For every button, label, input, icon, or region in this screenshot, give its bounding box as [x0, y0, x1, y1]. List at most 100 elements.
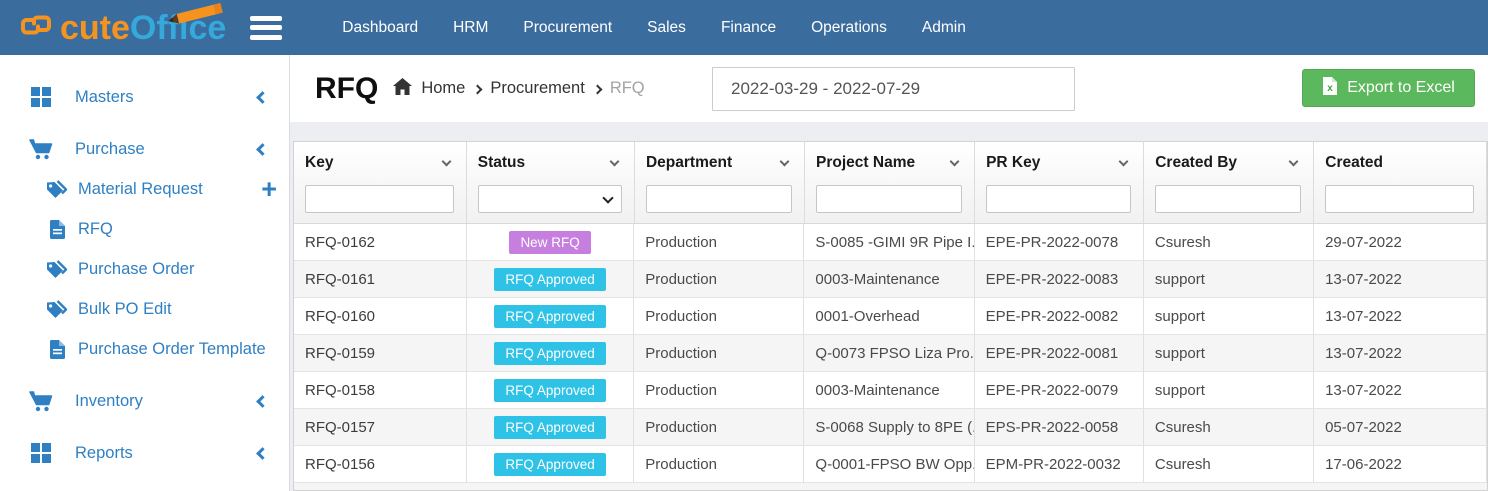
cell-key: RFQ-0156	[294, 446, 467, 482]
column-label: Key	[305, 154, 333, 172]
rfq-table: Key Status Department Project Name PR Ke…	[293, 141, 1488, 491]
cell-status: RFQ Approved	[467, 298, 634, 334]
home-icon[interactable]	[393, 78, 412, 100]
breadcrumb-current: RFQ	[610, 79, 645, 98]
hamburger-menu-icon[interactable]	[250, 16, 282, 40]
sidebar-item-label: Purchase Order	[78, 260, 194, 279]
filter-department-input[interactable]	[646, 185, 792, 213]
sidebar-item-masters[interactable]: Masters	[0, 77, 289, 117]
table-row[interactable]: RFQ-0159RFQ ApprovedProductionQ-0073 FPS…	[294, 335, 1487, 372]
table-row[interactable]: RFQ-0158RFQ ApprovedProduction0003-Maint…	[294, 372, 1487, 409]
cell-created: 13-07-2022	[1314, 261, 1487, 297]
cell-department: Production	[634, 335, 804, 371]
sidebar-item-bulk-po-edit[interactable]: Bulk PO Edit	[0, 289, 289, 329]
filter-status-select[interactable]	[478, 185, 622, 213]
cell-key: RFQ-0161	[294, 261, 467, 297]
tags-icon	[45, 179, 69, 200]
cell-key: RFQ-0158	[294, 372, 467, 408]
cell-project-name: Q-0001-FPSO BW Opp...	[804, 446, 974, 482]
breadcrumb-home[interactable]: Home	[421, 79, 465, 98]
top-navbar: cuteOffice Dashboard HRM Procurement Sal…	[0, 0, 1488, 55]
filter-cell	[635, 183, 805, 223]
column-header-row: Key Status Department Project Name PR Ke…	[294, 142, 1487, 183]
date-range-input[interactable]	[712, 67, 1075, 111]
column-header-department[interactable]: Department	[635, 142, 805, 183]
cell-project-name: 0003-Maintenance	[804, 261, 974, 297]
breadcrumb: Home Procurement RFQ	[393, 78, 644, 100]
nav-item-sales[interactable]: Sales	[645, 13, 688, 43]
column-header-created-by[interactable]: Created By	[1144, 142, 1314, 183]
column-header-key[interactable]: Key	[294, 142, 467, 183]
table-row[interactable]: RFQ-0156RFQ ApprovedProductionQ-0001-FPS…	[294, 446, 1487, 483]
cell-key: RFQ-0157	[294, 409, 467, 445]
sidebar: Masters Purchase Material Request + RFQ …	[0, 55, 290, 491]
chevron-down-icon[interactable]	[1289, 156, 1299, 166]
filter-key-input[interactable]	[305, 185, 454, 213]
chain-link-icon	[20, 11, 52, 44]
filter-created-input[interactable]	[1325, 185, 1474, 213]
logo-text-cute: cute	[60, 9, 130, 47]
nav-item-finance[interactable]: Finance	[719, 13, 778, 43]
cell-pr-key: EPS-PR-2022-0058	[975, 409, 1144, 445]
column-header-project-name[interactable]: Project Name	[805, 142, 975, 183]
nav-item-procurement[interactable]: Procurement	[521, 13, 614, 43]
chevron-down-icon[interactable]	[1119, 156, 1129, 166]
sidebar-item-material-request[interactable]: Material Request +	[0, 169, 289, 209]
nav-item-operations[interactable]: Operations	[809, 13, 889, 43]
chevron-down-icon[interactable]	[780, 156, 790, 166]
filter-cell	[294, 183, 467, 223]
grid-icon	[28, 86, 54, 108]
cell-status: RFQ Approved	[467, 372, 634, 408]
export-to-excel-button[interactable]: x Export to Excel	[1302, 69, 1475, 107]
table-row[interactable]: RFQ-0161RFQ ApprovedProduction0003-Maint…	[294, 261, 1487, 298]
cell-department: Production	[634, 224, 804, 260]
chevron-down-icon[interactable]	[610, 156, 620, 166]
page-title: RFQ	[315, 72, 378, 106]
cell-department: Production	[634, 409, 804, 445]
content-area: Key Status Department Project Name PR Ke…	[290, 122, 1488, 491]
sidebar-item-purchase[interactable]: Purchase	[0, 129, 289, 169]
sidebar-item-purchase-order[interactable]: Purchase Order	[0, 249, 289, 289]
table-header: Key Status Department Project Name PR Ke…	[294, 142, 1487, 224]
sidebar-item-purchase-order-template[interactable]: Purchase Order Template	[0, 329, 289, 369]
column-label: Created By	[1155, 154, 1237, 172]
cell-status: RFQ Approved	[467, 335, 634, 371]
column-header-status[interactable]: Status	[467, 142, 635, 183]
sidebar-item-rfq[interactable]: RFQ	[0, 209, 289, 249]
cell-created: 17-06-2022	[1314, 446, 1487, 482]
cart-icon	[28, 390, 54, 412]
cell-created: 13-07-2022	[1314, 335, 1487, 371]
filter-cell	[1144, 183, 1314, 223]
chevron-right-icon	[473, 84, 483, 94]
cell-status: RFQ Approved	[467, 446, 634, 482]
cell-status: RFQ Approved	[467, 261, 634, 297]
cart-icon	[28, 138, 54, 160]
breadcrumb-procurement[interactable]: Procurement	[490, 79, 584, 98]
table-row[interactable]: RFQ-0160RFQ ApprovedProduction0001-Overh…	[294, 298, 1487, 335]
filter-project-name-input[interactable]	[816, 185, 962, 213]
filter-row	[294, 183, 1487, 223]
status-badge: RFQ Approved	[494, 305, 605, 328]
cell-created-by: support	[1144, 372, 1314, 408]
nav-item-admin[interactable]: Admin	[920, 13, 968, 43]
cell-created-by: support	[1144, 335, 1314, 371]
plus-icon[interactable]: +	[261, 176, 277, 203]
nav-item-hrm[interactable]: HRM	[451, 13, 490, 43]
nav-item-dashboard[interactable]: Dashboard	[340, 13, 420, 43]
status-badge: RFQ Approved	[494, 268, 605, 291]
column-header-created[interactable]: Created	[1314, 142, 1487, 183]
column-header-pr-key[interactable]: PR Key	[975, 142, 1144, 183]
chevron-down-icon[interactable]	[950, 156, 960, 166]
filter-created-by-input[interactable]	[1155, 185, 1301, 213]
cell-project-name: 0001-Overhead	[804, 298, 974, 334]
table-row[interactable]: RFQ-0157RFQ ApprovedProductionS-0068 Sup…	[294, 409, 1487, 446]
cell-created: 13-07-2022	[1314, 372, 1487, 408]
sidebar-item-reports[interactable]: Reports	[0, 433, 289, 473]
filter-pr-key-input[interactable]	[986, 185, 1131, 213]
sidebar-item-inventory[interactable]: Inventory	[0, 381, 289, 421]
table-row[interactable]: RFQ-0162New RFQProductionS-0085 -GIMI 9R…	[294, 224, 1487, 261]
chevron-down-icon[interactable]	[441, 156, 451, 166]
chevron-left-icon	[256, 143, 269, 156]
cell-status: RFQ Approved	[467, 409, 634, 445]
app-logo[interactable]: cuteOffice	[20, 11, 226, 45]
